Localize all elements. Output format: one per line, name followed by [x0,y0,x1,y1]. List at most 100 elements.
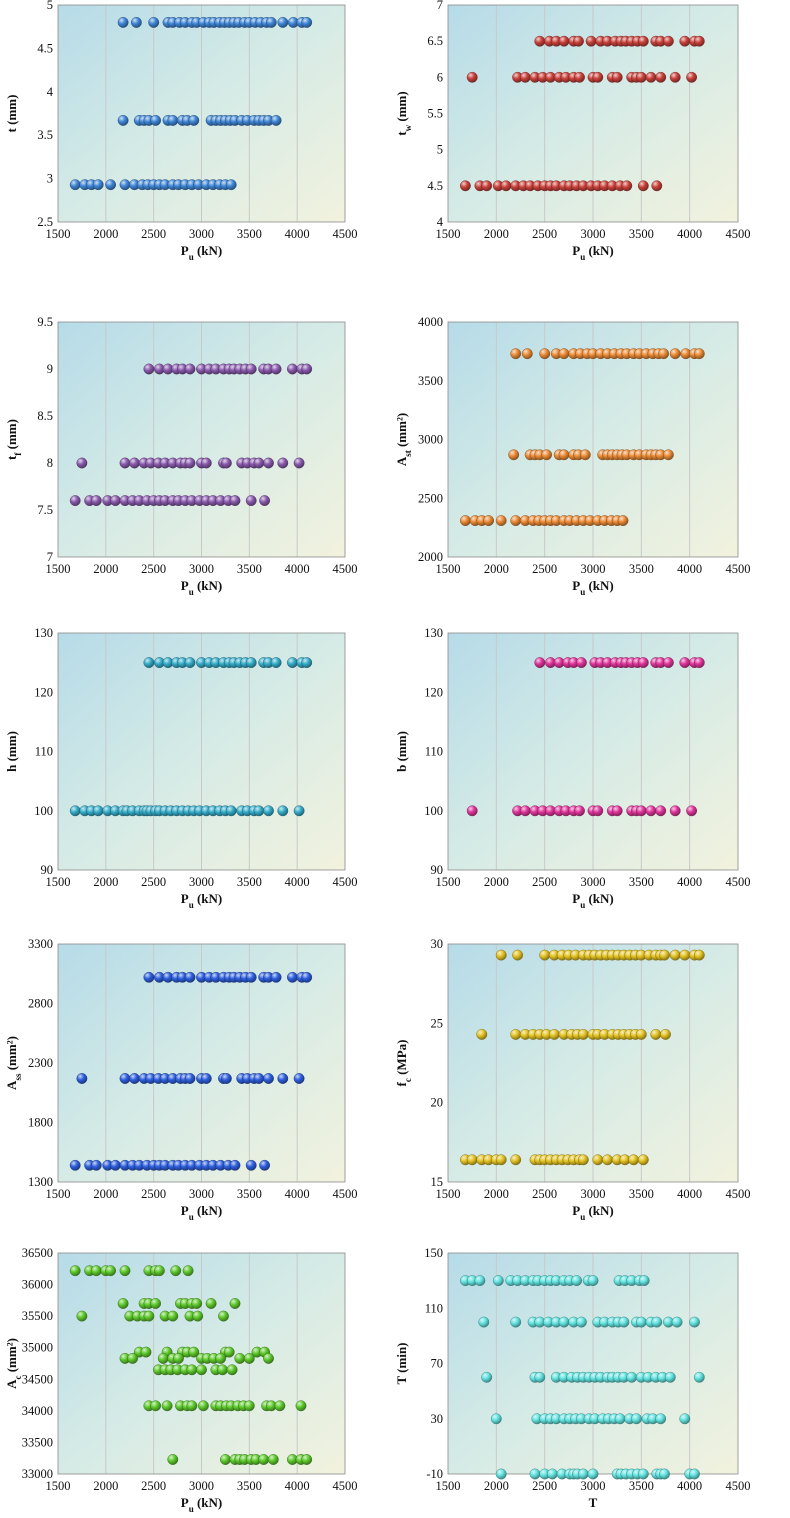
x-tick-label: 2000 [484,227,509,241]
x-axis-label: Pu (kN) [572,243,614,262]
x-axis-label: Pu (kN) [181,891,223,910]
x-tick-label: 3500 [237,562,262,576]
data-point [277,17,289,28]
data-point [574,805,585,817]
x-axis-label-unit: (kN) [194,578,223,593]
data-point [577,1154,589,1166]
x-tick-label: 4500 [333,562,358,576]
data-point [637,180,649,192]
data-point [186,1364,198,1376]
y-axis-label: Ast (mm²) [394,413,413,466]
x-tick-label: 2500 [141,562,166,576]
data-point [119,179,131,191]
y-tick-label: 5 [47,0,53,12]
x-axis-label-main: P [572,891,580,906]
scatter-chart-3: 1500 2000 2500 3000 3500 4000 4500 7 7.5 8 8.5 9 9.5… [4,315,358,597]
x-tick-label: 3000 [581,227,606,241]
y-tick-label: 100 [34,804,53,818]
x-axis-label-unit: (kN) [194,243,223,258]
plot-frame [447,943,739,1183]
data-point [253,457,265,469]
y-tick-label: 6.5 [427,34,443,48]
data-point [669,949,681,961]
data-point [170,1265,182,1277]
y-axis-label-sub: c [13,1376,23,1380]
x-tick-label: 3000 [189,227,214,241]
data-point [76,1073,88,1084]
data-point [481,1371,493,1383]
data-point [571,1275,582,1287]
data-point [534,1371,546,1383]
y-tick-label: 3500 [418,374,443,388]
y-tick-label: 7 [47,550,53,564]
y-axis-label-sub: f [13,452,23,456]
data-point [602,1154,613,1166]
x-axis-label-main: P [181,1203,189,1218]
data-point [459,515,471,526]
x-tick-label: 2500 [532,875,557,889]
y-tick-label: 20 [431,1096,444,1110]
plot-frame [447,321,739,558]
scatter-chart-10: 1500 2000 2500 3000 3500 4000 4500 -10 30 70 110 15… [394,1246,751,1510]
y-tick-label: 110 [35,745,53,759]
x-axis-label-sub: u [189,1212,194,1222]
data-point [587,1275,599,1287]
data-point [510,348,522,360]
data-point [679,1413,691,1425]
x-tick-label: 4500 [726,562,751,576]
y-tick-label: 33500 [22,1435,53,1449]
y-tick-label: 110 [425,745,443,759]
x-tick-label: 2500 [532,562,557,576]
data-point [635,71,647,83]
data-point [638,1275,650,1287]
data-point [110,1159,121,1171]
data-point [277,1073,289,1084]
y-tick-label: 35000 [22,1341,53,1355]
data-point [119,457,131,469]
x-tick-label: 2500 [532,1479,557,1493]
x-tick-label: 3000 [581,875,606,889]
y-tick-label: 1300 [28,1175,53,1189]
x-tick-label: 1500 [46,1479,71,1493]
data-point [679,949,691,961]
x-axis-label: Pu (kN) [572,1203,614,1222]
data-point [512,949,523,961]
x-tick-label: 3000 [189,1479,214,1493]
x-axis-label: Pu (kN) [181,1203,223,1222]
data-point [628,1154,639,1166]
data-point [478,1316,490,1328]
scatter-chart-2: 1500 2000 2500 3000 3500 4000 4500 4 4.5 5 5.5 6 6.5… [394,0,751,262]
data-point [129,1073,140,1084]
data-point [69,805,81,817]
data-point [270,363,282,375]
data-point [669,71,681,83]
y-tick-label: 6 [437,70,443,84]
x-tick-label: 2500 [141,227,166,241]
data-point [223,1346,235,1358]
data-point [205,1298,217,1309]
data-point [635,1316,647,1328]
data-point [76,457,88,469]
y-tick-label: -10 [426,1467,443,1481]
y-axis-label-sub: st [403,450,413,457]
x-axis-label: Pu (kN) [181,578,223,597]
data-point [689,1468,700,1480]
y-axis-label-unit: (mm) [4,731,19,765]
x-tick-label: 2500 [532,227,557,241]
data-point [186,1400,198,1412]
y-tick-label: 36500 [22,1246,53,1260]
x-axis-label: Pu (kN) [181,243,223,262]
data-point [92,805,104,817]
y-tick-label: 9.5 [37,315,53,329]
y-tick-label: 2000 [418,550,443,564]
x-tick-label: 4500 [333,1479,358,1493]
y-axis-label-sub: ss [13,1073,23,1081]
data-point [617,515,629,526]
data-point [150,1400,162,1412]
data-point [592,805,604,817]
data-point [459,180,471,192]
plot-frame [447,4,739,223]
data-point [69,179,81,191]
x-tick-label: 3500 [629,1479,654,1493]
y-tick-label: 4.5 [37,41,53,55]
